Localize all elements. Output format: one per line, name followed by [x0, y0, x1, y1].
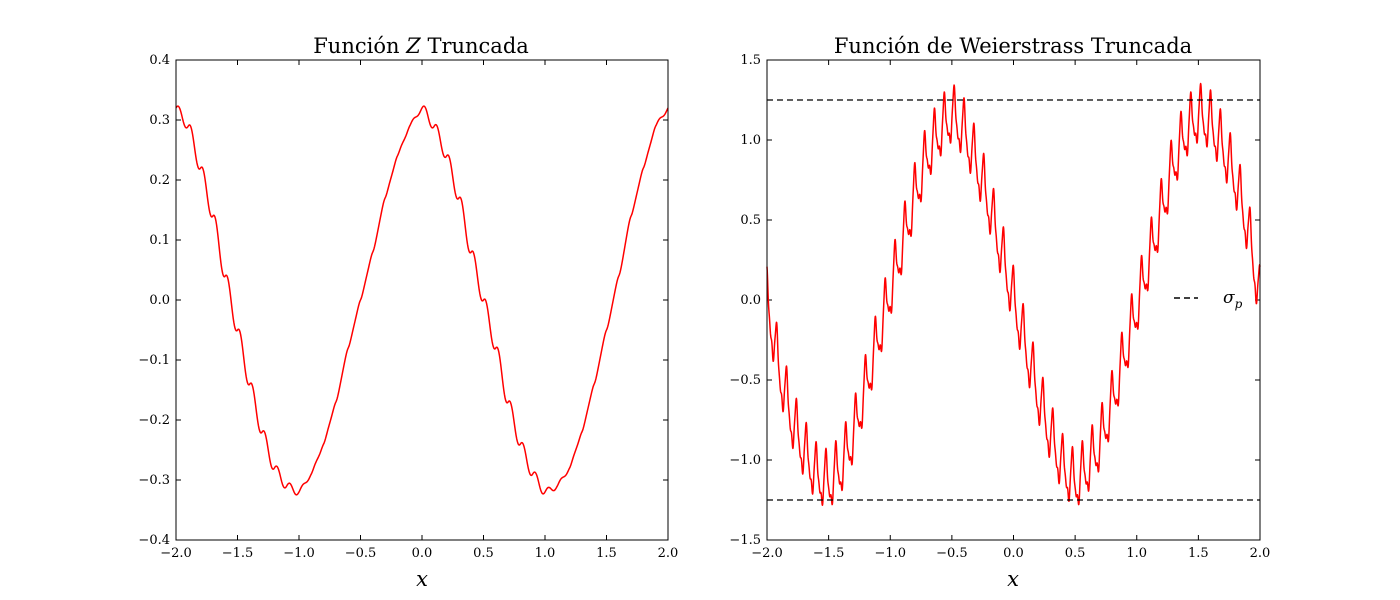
- y-tick-label: −0.2: [138, 413, 170, 428]
- x-tick-label: 1.0: [1126, 546, 1147, 561]
- panel-z-function: Función Z Truncada −2.0 −1.5 −1.0 −0.5 0.0 0.…: [138, 34, 678, 591]
- x-tick-label: 0.0: [1003, 546, 1024, 561]
- plot-frame: [175, 59, 669, 541]
- x-tick-label: 2.0: [658, 546, 679, 561]
- y-tick-label: −1.0: [729, 453, 761, 468]
- x-tick-labels: −2.0 −1.5 −1.0 −0.5 0.0 0.5 1.0 1.5 2.0: [160, 546, 678, 561]
- y-tick-label: 1.5: [740, 53, 761, 68]
- x-tick-label: −0.5: [345, 546, 377, 561]
- y-tick-label: −1.5: [729, 533, 761, 548]
- y-tick-label: −0.4: [138, 533, 170, 548]
- legend: σp: [1174, 288, 1243, 311]
- series-group: [766, 82, 1261, 507]
- x-tick-labels: −2.0 −1.5 −1.0 −0.5 0.0 0.5 1.0 1.5 2.0: [751, 546, 1270, 561]
- series-line: [175, 105, 669, 496]
- y-tick-label: 0.2: [149, 173, 170, 188]
- y-tick-label: 1.0: [740, 133, 761, 148]
- y-tick-label: −0.3: [138, 473, 170, 488]
- legend-label: σp: [1223, 288, 1243, 311]
- axis-ticks: [766, 59, 1261, 541]
- y-tick-labels: −1.5 −1.0 −0.5 0.0 0.5 1.0 1.5: [729, 53, 761, 548]
- x-tick-label: −0.5: [936, 546, 968, 561]
- x-tick-label: 1.5: [596, 546, 617, 561]
- y-tick-label: 0.0: [740, 293, 761, 308]
- series-group: [175, 105, 669, 496]
- axis-ticks: [175, 59, 669, 541]
- x-tick-label: −2.0: [751, 546, 783, 561]
- x-tick-label: −2.0: [160, 546, 192, 561]
- x-tick-label: −1.0: [283, 546, 315, 561]
- y-tick-label: −0.5: [729, 373, 761, 388]
- chart-title: Función Z Truncada: [313, 34, 529, 58]
- y-tick-label: 0.4: [149, 53, 170, 68]
- y-tick-label: 0.5: [740, 213, 761, 228]
- x-tick-label: −1.0: [874, 546, 906, 561]
- x-tick-label: 0.5: [1065, 546, 1086, 561]
- x-axis-label: x: [416, 567, 428, 591]
- x-tick-label: 1.5: [1188, 546, 1209, 561]
- x-axis-label: x: [1007, 567, 1019, 591]
- x-tick-label: 2.0: [1250, 546, 1271, 561]
- x-tick-label: 1.0: [535, 546, 556, 561]
- y-tick-labels: −0.4 −0.3 −0.2 −0.1 0.0 0.1 0.2 0.3 0.4: [138, 53, 170, 548]
- x-tick-label: 0.0: [412, 546, 433, 561]
- x-tick-label: 0.5: [473, 546, 494, 561]
- panel-weierstrass-function: Función de Weierstrass Truncada −2.0 −1.5…: [729, 34, 1270, 591]
- y-tick-label: 0.1: [149, 233, 170, 248]
- y-tick-label: 0.0: [149, 293, 170, 308]
- series-line: [766, 82, 1261, 507]
- x-tick-label: −1.5: [813, 546, 845, 561]
- y-tick-label: 0.3: [149, 113, 170, 128]
- y-tick-label: −0.1: [138, 353, 170, 368]
- x-tick-label: −1.5: [222, 546, 254, 561]
- plot-frame: [766, 59, 1261, 541]
- chart-title: Función de Weierstrass Truncada: [834, 34, 1192, 58]
